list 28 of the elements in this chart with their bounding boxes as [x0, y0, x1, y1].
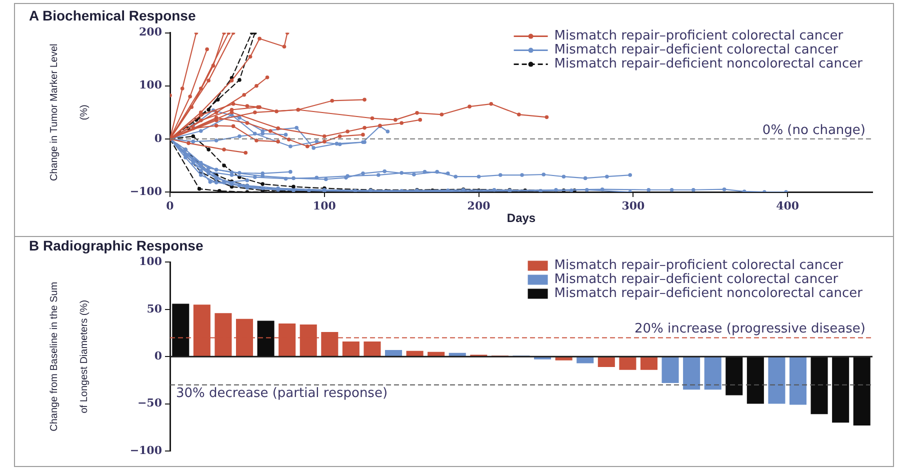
legend-label: Mismatch repair–deficient noncolorectal cancer	[554, 286, 864, 302]
y-tick-label: −100	[130, 444, 162, 457]
legend-label: Mismatch repair–deficient noncolorectal cancer	[554, 56, 864, 72]
x-axis-title: Days	[506, 211, 536, 226]
ref-line-label: 0% (no change)	[762, 122, 866, 138]
y-tick-label: 0	[154, 132, 162, 145]
text: Change from Baseline in the Sum of Longest Diameters (%)	[48, 282, 90, 432]
ref-line-label: 30% decrease (partial response)	[176, 386, 388, 401]
x-tick-label: 400	[776, 199, 800, 212]
y-tick-label: 50	[146, 302, 162, 316]
chart-title: B Radiographic Response	[29, 237, 204, 254]
y-tick-label: 100	[139, 78, 162, 92]
legend-label: Mismatch repair–deficient colorectal cancer	[554, 42, 839, 58]
y-tick-label: 0	[154, 349, 162, 362]
text: Change in Tumor Marker Level (%)	[48, 44, 90, 182]
y-tick-label: −50	[137, 396, 162, 410]
legend-label: Mismatch repair–deficient colorectal cancer	[554, 272, 839, 288]
y-tick-label: −100	[130, 184, 162, 198]
legend-label: Mismatch repair–proficient colorectal cancer	[554, 28, 844, 44]
y-tick-label: 100	[139, 255, 162, 268]
y-tick-label: 200	[139, 26, 162, 39]
x-tick-label: 300	[622, 199, 646, 212]
x-tick-label: 100	[312, 199, 336, 212]
ref-line-label: 20% increase (progressive disease)	[634, 322, 866, 337]
legend-label: Mismatch repair–proficient colorectal cancer	[554, 258, 844, 274]
x-tick-label: 0	[166, 199, 174, 212]
chart-title: A Biochemical Response	[29, 7, 196, 24]
x-tick-label: 200	[467, 199, 491, 212]
